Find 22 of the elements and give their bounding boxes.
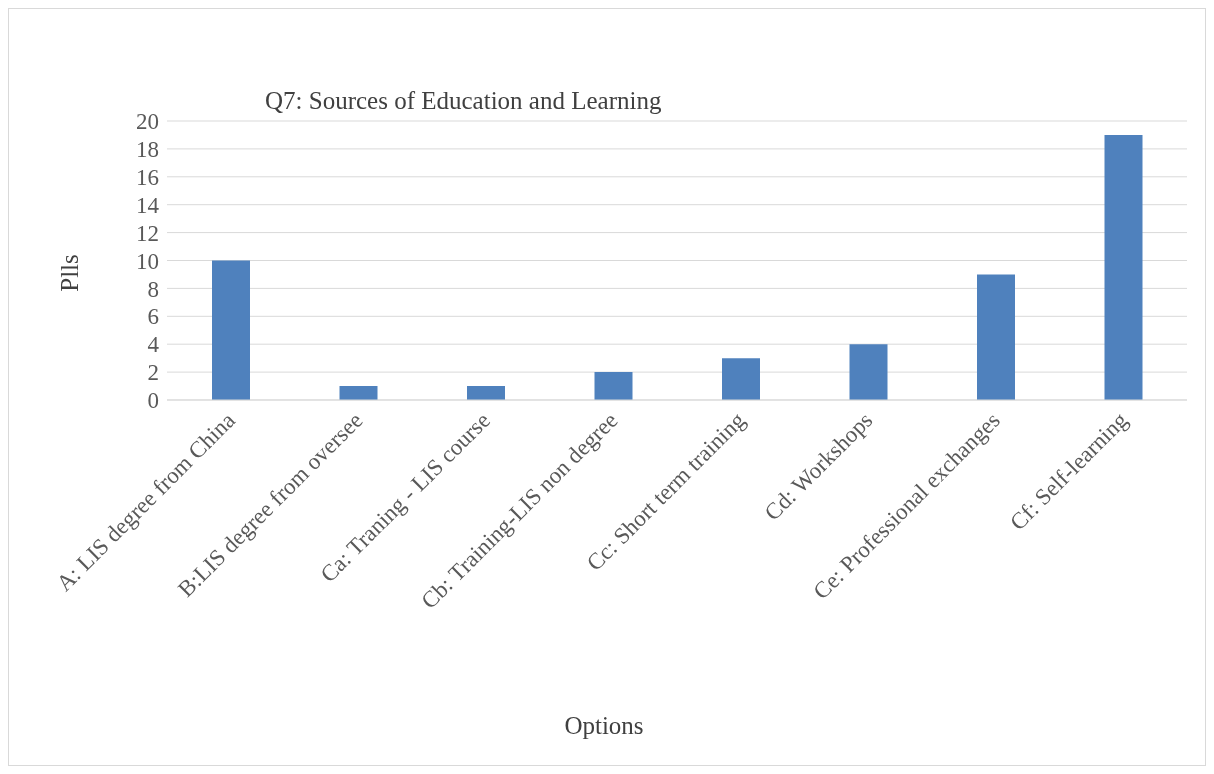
bar	[722, 358, 760, 400]
y-tick-label: 10	[136, 248, 159, 274]
bar	[977, 274, 1015, 400]
bar	[212, 260, 250, 400]
bar	[594, 372, 633, 400]
bar	[339, 386, 378, 400]
bar	[467, 386, 505, 400]
bar	[849, 344, 888, 400]
y-tick-label: 12	[136, 220, 159, 246]
y-tick-label: 20	[136, 109, 159, 135]
y-tick-label: 0	[147, 388, 159, 414]
y-tick-label: 18	[136, 137, 159, 163]
y-tick-label: 2	[147, 360, 159, 386]
y-tick-label: 8	[147, 276, 159, 302]
x-axis-title: Options	[563, 712, 645, 740]
y-tick-label: 4	[147, 332, 160, 358]
y-tick-label: 6	[147, 304, 159, 330]
bar	[1104, 134, 1143, 400]
chart-title: Q7: Sources of Education and Learning	[265, 87, 662, 115]
y-tick-label: 16	[136, 164, 159, 190]
y-tick-label: 14	[136, 192, 160, 218]
y-axis-title: Plls	[55, 254, 84, 292]
